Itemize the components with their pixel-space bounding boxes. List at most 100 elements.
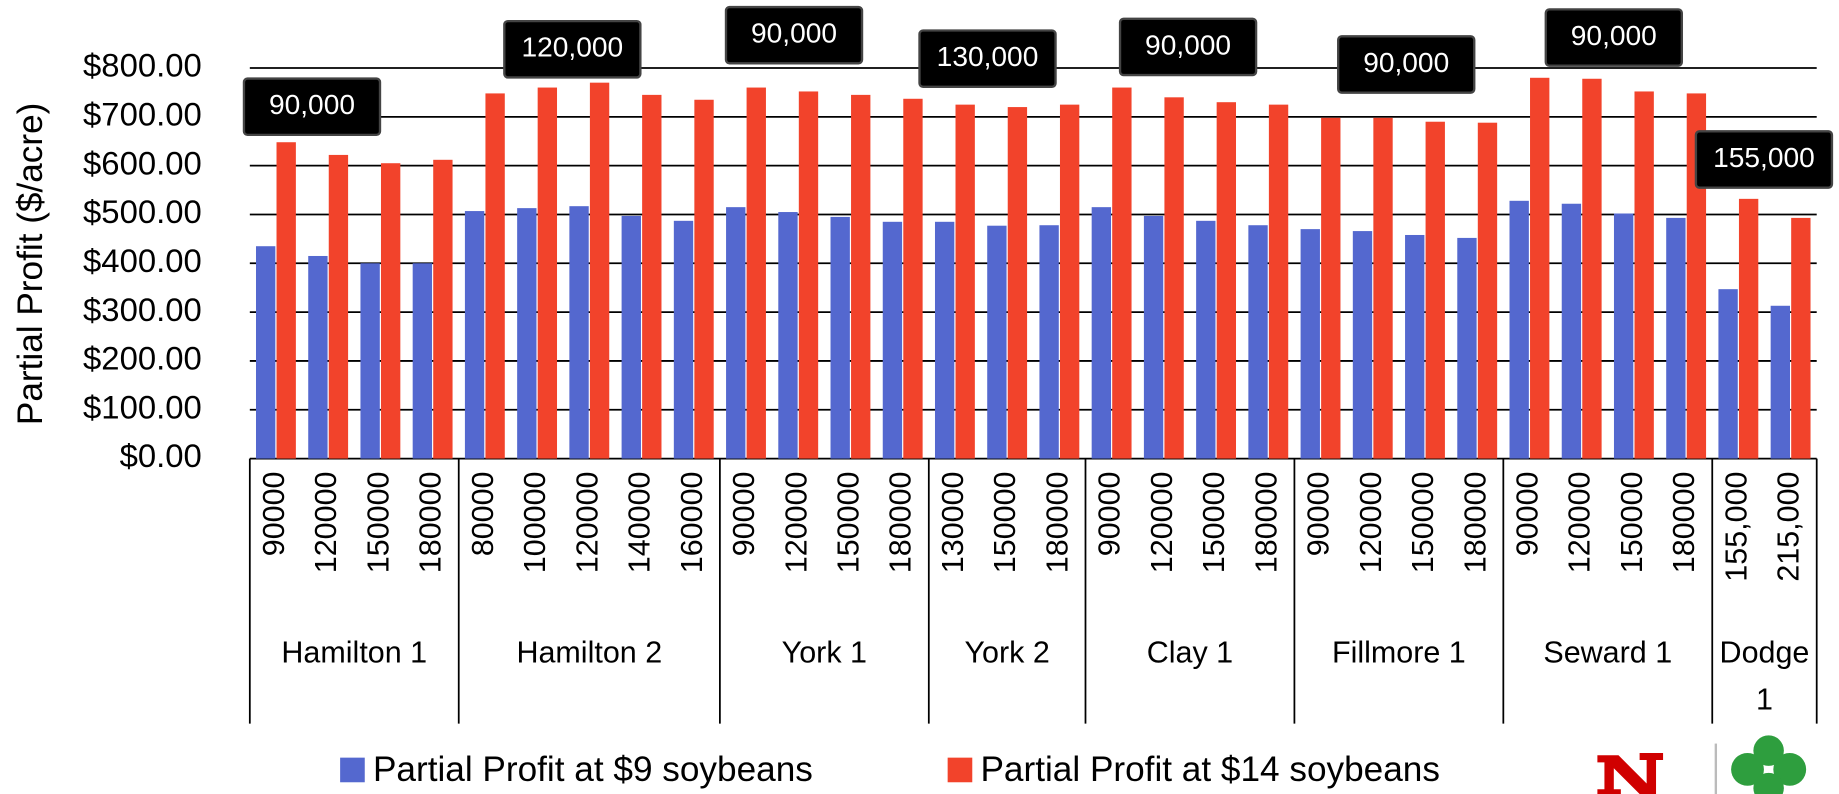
bar: [308, 255, 328, 459]
bar: [830, 216, 850, 459]
y-tick-label: $700.00: [83, 96, 202, 133]
bar: [1405, 234, 1425, 459]
bar: [589, 82, 610, 459]
annotation: 90,000: [1571, 20, 1657, 51]
bar: [569, 206, 589, 459]
bar: [673, 220, 694, 459]
bar: [485, 93, 505, 459]
y-tick-label: $800.00: [83, 47, 202, 84]
bar: [1373, 117, 1393, 459]
x-tick-label: 90000: [1093, 471, 1127, 556]
x-tick-label: 180000: [1040, 471, 1074, 573]
x-tick-label: 90000: [727, 471, 761, 556]
bar: [726, 207, 746, 459]
x-tick-label: 140000: [623, 471, 657, 573]
bar: [1530, 77, 1550, 459]
x-tick-label: 180000: [1458, 471, 1492, 573]
bar: [1164, 97, 1184, 459]
x-tick-label: 90000: [257, 471, 291, 556]
legend-swatch: [947, 757, 973, 783]
bar: [851, 94, 871, 459]
logo-n: [1597, 735, 1807, 794]
bar: [1248, 225, 1268, 459]
x-tick-label: 155,000: [1719, 471, 1753, 581]
x-tick-label: 120000: [570, 471, 604, 573]
bar: [778, 212, 798, 459]
x-tick-label: 90000: [1510, 471, 1544, 556]
bar: [1561, 203, 1582, 459]
x-tick-label: 150000: [1197, 471, 1231, 573]
group-label: Clay 1: [1147, 635, 1233, 669]
bar: [746, 87, 766, 459]
bar: [798, 91, 819, 459]
bar: [328, 154, 349, 459]
bar: [537, 87, 558, 459]
group-label: Hamilton 1: [281, 635, 427, 669]
group-label: Dodge 1: [1720, 635, 1810, 716]
bar: [987, 225, 1007, 459]
y-tick-label: $600.00: [83, 144, 202, 181]
annotation: 130,000: [937, 41, 1039, 72]
bar: [1352, 231, 1373, 459]
bar: [1321, 117, 1341, 459]
annotation: 120,000: [522, 32, 624, 63]
bar: [1268, 104, 1289, 459]
bar: [694, 99, 714, 459]
bar: [934, 221, 955, 459]
y-tick-label: $100.00: [83, 388, 202, 425]
bar: [1770, 305, 1791, 459]
x-tick-label: 80000: [466, 471, 500, 556]
annotation-box: [1118, 17, 1258, 77]
bar: [433, 159, 453, 459]
bar: [1582, 78, 1602, 459]
annotation: 90,000: [269, 89, 355, 120]
annotation: 90,000: [751, 18, 837, 49]
bar: [1039, 225, 1059, 459]
annotation-box: [1337, 35, 1476, 94]
bar: [1300, 229, 1320, 459]
bar: [1112, 87, 1132, 459]
legend-label: Partial Profit at $9 soybeans: [373, 750, 813, 789]
bar: [642, 94, 662, 459]
bar: [1509, 200, 1529, 459]
bar: [1196, 220, 1216, 459]
bar: [1457, 237, 1477, 459]
bar: [1007, 107, 1028, 459]
annotation: 90,000: [1145, 29, 1231, 60]
x-tick-label: 150000: [988, 471, 1022, 573]
bar: [276, 142, 296, 459]
group-label: York 1: [782, 635, 867, 669]
bar: [955, 104, 975, 459]
x-tick-label: 100000: [518, 471, 552, 573]
annotation: 90,000: [1363, 47, 1449, 78]
annotation-box: [1694, 130, 1834, 189]
bar: [882, 221, 903, 459]
bar: [903, 98, 923, 459]
x-tick-label: 180000: [1249, 471, 1283, 573]
x-tick-label: 160000: [675, 471, 709, 573]
bar: [1477, 122, 1498, 459]
annotation: 155,000: [1713, 142, 1815, 173]
bar: [1718, 289, 1738, 459]
bar: [1216, 102, 1237, 459]
x-tick-label: 150000: [832, 471, 866, 573]
y-tick-label: $400.00: [83, 242, 202, 279]
group-label: Fillmore 1: [1332, 635, 1466, 669]
x-tick-label: 215,000: [1772, 471, 1806, 581]
x-tick-label: 120000: [1354, 471, 1388, 573]
annotation-box: [1544, 8, 1684, 67]
legend-swatch: [340, 757, 365, 783]
x-tick-label: 130000: [936, 471, 970, 573]
x-tick-label: 150000: [361, 471, 395, 573]
x-tick-label: 150000: [1406, 471, 1440, 573]
bar: [464, 211, 485, 459]
group-label: Seward 1: [1543, 635, 1672, 669]
x-tick-label: 120000: [779, 471, 813, 573]
bar: [255, 246, 276, 459]
y-tick-label: $200.00: [83, 340, 202, 377]
legend-label: Partial Profit at $14 soybeans: [980, 750, 1439, 789]
x-tick-label: 180000: [1667, 471, 1701, 573]
annotation-box: [503, 19, 642, 79]
group-label: York 2: [964, 635, 1049, 669]
